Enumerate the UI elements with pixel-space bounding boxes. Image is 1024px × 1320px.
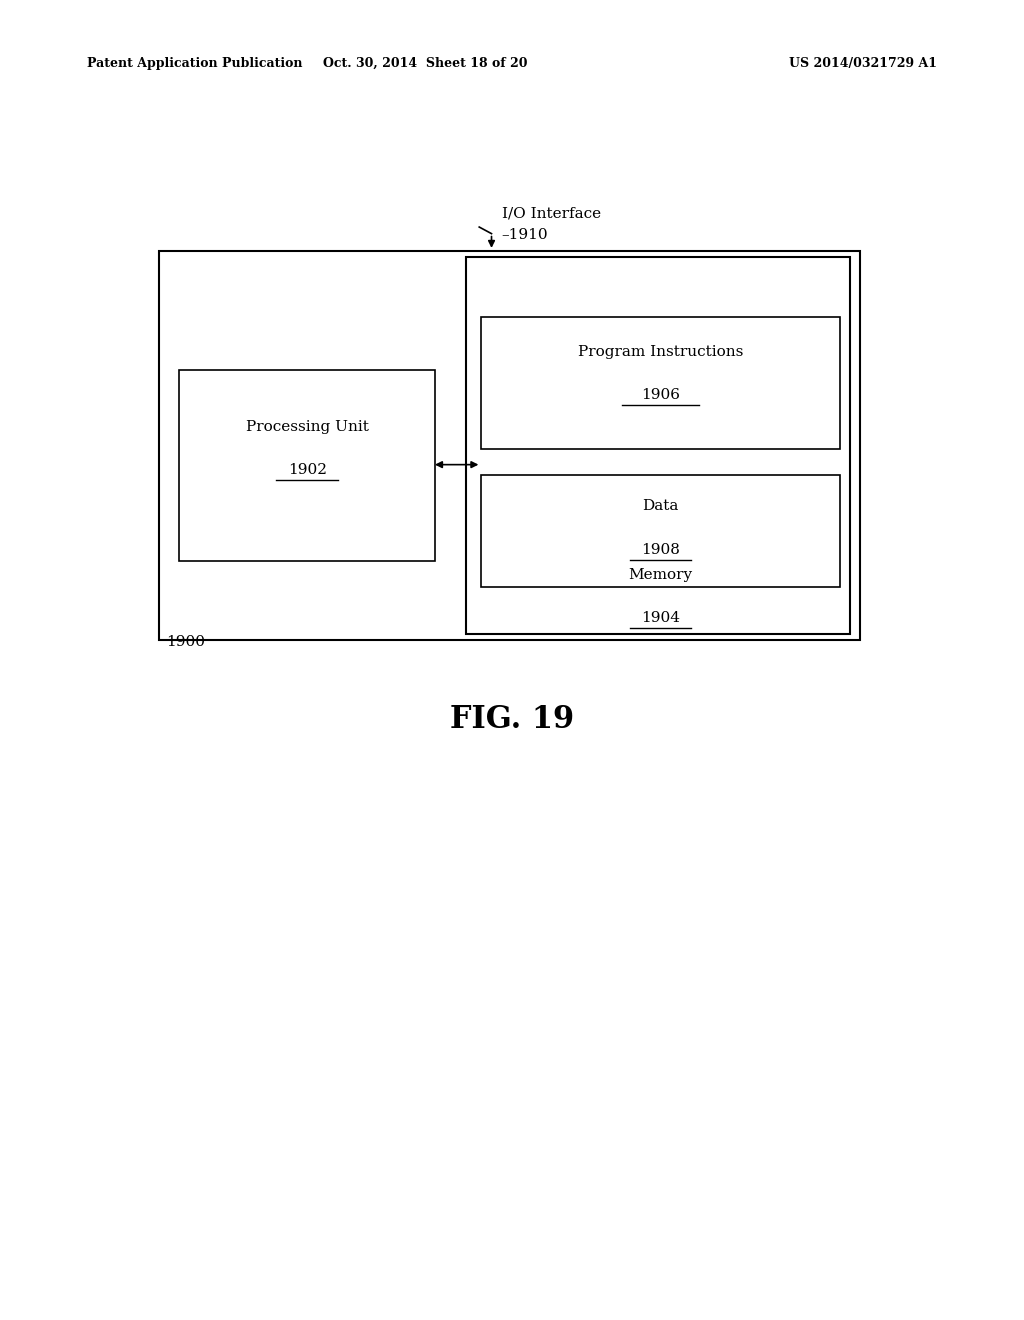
Text: 1900: 1900 bbox=[166, 635, 205, 649]
Text: Data: Data bbox=[642, 499, 679, 513]
Text: Processing Unit: Processing Unit bbox=[246, 420, 369, 434]
Text: –1910: –1910 bbox=[502, 228, 549, 242]
Text: 1904: 1904 bbox=[641, 611, 680, 626]
Text: Patent Application Publication: Patent Application Publication bbox=[87, 57, 302, 70]
Bar bbox=[179, 370, 435, 561]
Text: Oct. 30, 2014  Sheet 18 of 20: Oct. 30, 2014 Sheet 18 of 20 bbox=[323, 57, 527, 70]
Text: Program Instructions: Program Instructions bbox=[578, 345, 743, 359]
Text: 1902: 1902 bbox=[288, 463, 327, 478]
Bar bbox=[481, 475, 840, 587]
Text: FIG. 19: FIG. 19 bbox=[450, 704, 574, 735]
Text: US 2014/0321729 A1: US 2014/0321729 A1 bbox=[788, 57, 937, 70]
Text: Memory: Memory bbox=[629, 568, 692, 582]
Bar bbox=[159, 251, 860, 640]
Text: 1906: 1906 bbox=[641, 388, 680, 403]
Bar bbox=[466, 257, 850, 634]
Text: 1908: 1908 bbox=[641, 543, 680, 557]
Text: I/O Interface: I/O Interface bbox=[502, 207, 601, 220]
Bar bbox=[481, 317, 840, 449]
